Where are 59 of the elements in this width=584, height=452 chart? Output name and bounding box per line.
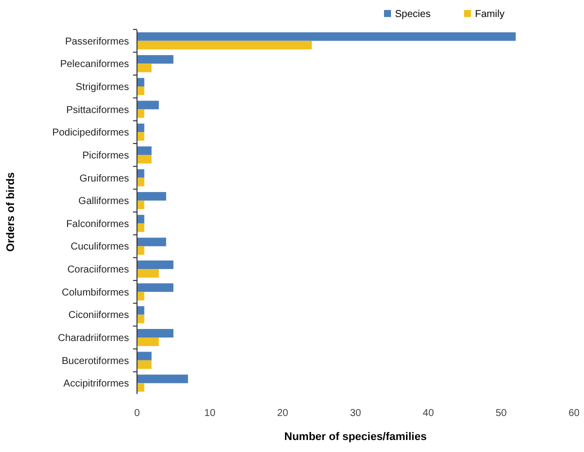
y-tick-label: Bucerotiformes <box>62 356 129 367</box>
bar <box>137 40 312 50</box>
y-tick-label: Piciformes <box>82 150 129 162</box>
y-tick-label: Charadriiformes <box>58 333 129 344</box>
y-tick-label: Podicipediformes <box>52 128 129 139</box>
y-axis-title: Orders of birds <box>5 172 17 252</box>
bar <box>137 283 174 292</box>
bar <box>137 55 174 64</box>
bar <box>137 214 144 224</box>
bar <box>137 109 144 118</box>
bar <box>137 238 166 246</box>
x-tick-label: 40 <box>422 408 434 419</box>
y-tick-label: Columbiformes <box>62 287 129 298</box>
bar <box>137 200 144 210</box>
bar <box>137 78 144 86</box>
y-tick-label: Ciconiiformes <box>68 310 129 322</box>
bar <box>137 383 144 392</box>
x-axis-title: Number of species/families <box>284 431 427 443</box>
x-tick-label: 30 <box>350 408 362 419</box>
bar <box>137 178 144 186</box>
bar <box>137 169 144 178</box>
y-tick-label: Passeriformes <box>65 36 129 48</box>
bar <box>137 269 159 278</box>
bar <box>137 154 152 164</box>
legend-label: Species <box>395 9 431 20</box>
bar <box>137 192 166 201</box>
y-tick-label: Gruiformes <box>80 173 129 184</box>
y-tick-label: Coraciiformes <box>67 264 129 276</box>
bar <box>137 246 144 255</box>
bar <box>137 132 144 141</box>
x-tick-label: 60 <box>568 408 580 419</box>
bar <box>137 338 159 346</box>
x-tick-label: 10 <box>204 408 216 419</box>
bar <box>137 100 159 110</box>
x-tick-label: 20 <box>277 408 289 419</box>
bar <box>137 260 174 270</box>
legend-label: Family <box>475 9 504 20</box>
bar <box>137 328 174 338</box>
y-tick-label: Strigiformes <box>76 82 129 93</box>
bar <box>137 314 144 324</box>
x-tick-label: 0 <box>134 408 140 419</box>
bar <box>137 360 152 369</box>
bar <box>137 306 144 315</box>
bar <box>137 352 152 360</box>
bar <box>137 374 188 384</box>
bar <box>137 124 144 132</box>
bar <box>137 292 144 300</box>
bar <box>137 146 152 155</box>
y-tick-label: Galliformes <box>78 196 129 208</box>
bar <box>137 64 152 72</box>
bar <box>137 32 516 41</box>
y-tick-label: Psittaciformes <box>66 104 129 116</box>
bar <box>137 223 144 232</box>
bar <box>137 86 144 96</box>
x-tick-label: 50 <box>496 408 508 419</box>
y-tick-label: Cuculiformes <box>70 242 129 253</box>
y-tick-label: Falconiformes <box>66 218 129 230</box>
y-tick-label: Accipitriformes <box>63 378 129 390</box>
y-tick-label: Pelecaniformes <box>60 59 129 70</box>
